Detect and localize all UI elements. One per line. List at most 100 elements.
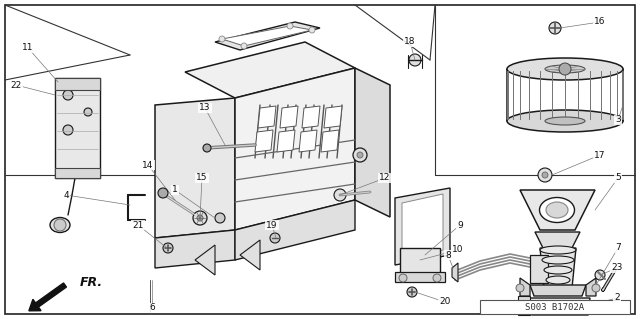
Text: 16: 16	[595, 18, 605, 26]
Polygon shape	[215, 22, 320, 50]
Polygon shape	[530, 285, 586, 296]
Ellipse shape	[544, 266, 572, 274]
Circle shape	[215, 213, 225, 223]
Polygon shape	[277, 130, 295, 152]
Text: 13: 13	[199, 103, 211, 113]
Circle shape	[241, 43, 247, 49]
Circle shape	[559, 63, 571, 75]
Circle shape	[407, 287, 417, 297]
Polygon shape	[255, 130, 273, 152]
Text: 20: 20	[439, 298, 451, 307]
Circle shape	[287, 23, 293, 29]
Polygon shape	[530, 298, 590, 315]
Text: 14: 14	[142, 160, 154, 169]
Bar	[480, 300, 630, 314]
Polygon shape	[452, 263, 458, 282]
Text: 18: 18	[404, 38, 416, 47]
Polygon shape	[520, 278, 530, 296]
Polygon shape	[586, 278, 596, 296]
Text: 23: 23	[611, 263, 623, 272]
Polygon shape	[280, 106, 298, 128]
Circle shape	[219, 36, 225, 42]
Polygon shape	[324, 106, 342, 128]
Circle shape	[542, 172, 548, 178]
Text: 22: 22	[10, 80, 22, 90]
Text: 4: 4	[63, 190, 69, 199]
Polygon shape	[530, 255, 548, 283]
FancyArrow shape	[29, 283, 67, 311]
Text: 17: 17	[595, 151, 605, 160]
Text: 5: 5	[615, 174, 621, 182]
Polygon shape	[395, 272, 445, 282]
Polygon shape	[55, 168, 100, 178]
Circle shape	[163, 243, 173, 253]
Text: 9: 9	[457, 220, 463, 229]
Ellipse shape	[540, 197, 575, 222]
Circle shape	[516, 284, 524, 292]
Text: 19: 19	[266, 220, 278, 229]
Circle shape	[193, 211, 207, 225]
Polygon shape	[258, 106, 276, 128]
Text: 7: 7	[615, 243, 621, 253]
Text: 12: 12	[380, 174, 390, 182]
Ellipse shape	[545, 65, 585, 73]
Circle shape	[334, 189, 346, 201]
Circle shape	[158, 188, 168, 198]
Polygon shape	[235, 68, 355, 230]
Circle shape	[63, 90, 73, 100]
Polygon shape	[518, 296, 530, 315]
Circle shape	[63, 125, 73, 135]
Polygon shape	[302, 106, 320, 128]
Text: 6: 6	[149, 303, 155, 313]
Ellipse shape	[546, 276, 570, 284]
Circle shape	[309, 27, 315, 33]
Ellipse shape	[546, 202, 568, 218]
Ellipse shape	[507, 58, 623, 80]
Polygon shape	[395, 188, 450, 265]
Ellipse shape	[542, 256, 574, 264]
Polygon shape	[299, 130, 317, 152]
Text: 3: 3	[615, 115, 621, 124]
Ellipse shape	[540, 246, 576, 254]
Text: 11: 11	[22, 43, 34, 53]
Polygon shape	[520, 190, 595, 230]
Circle shape	[270, 233, 280, 243]
Polygon shape	[155, 230, 235, 268]
Polygon shape	[55, 78, 100, 178]
Text: 10: 10	[452, 246, 464, 255]
Circle shape	[549, 22, 561, 34]
Polygon shape	[185, 42, 355, 98]
Polygon shape	[235, 200, 355, 260]
Circle shape	[595, 270, 605, 280]
Text: 8: 8	[445, 250, 451, 259]
Text: 21: 21	[132, 220, 144, 229]
Text: S003 B1702A: S003 B1702A	[525, 302, 584, 311]
Polygon shape	[240, 240, 260, 270]
Polygon shape	[400, 248, 440, 275]
Circle shape	[538, 168, 552, 182]
Circle shape	[409, 54, 421, 66]
Polygon shape	[535, 232, 580, 248]
Circle shape	[399, 274, 407, 282]
Circle shape	[203, 144, 211, 152]
Polygon shape	[155, 98, 235, 238]
Ellipse shape	[507, 110, 623, 132]
Polygon shape	[195, 245, 215, 275]
Circle shape	[197, 215, 203, 221]
Text: 2: 2	[614, 293, 620, 302]
Polygon shape	[5, 5, 635, 314]
Ellipse shape	[545, 117, 585, 125]
Circle shape	[357, 152, 363, 158]
Polygon shape	[355, 68, 390, 217]
Polygon shape	[402, 194, 443, 259]
Polygon shape	[55, 78, 100, 90]
Text: 15: 15	[196, 174, 208, 182]
Circle shape	[592, 284, 600, 292]
Polygon shape	[222, 26, 312, 46]
Circle shape	[54, 219, 66, 231]
Polygon shape	[540, 248, 576, 288]
Text: FR.: FR.	[80, 276, 103, 288]
Text: 1: 1	[172, 186, 178, 195]
Circle shape	[353, 148, 367, 162]
Circle shape	[433, 274, 441, 282]
